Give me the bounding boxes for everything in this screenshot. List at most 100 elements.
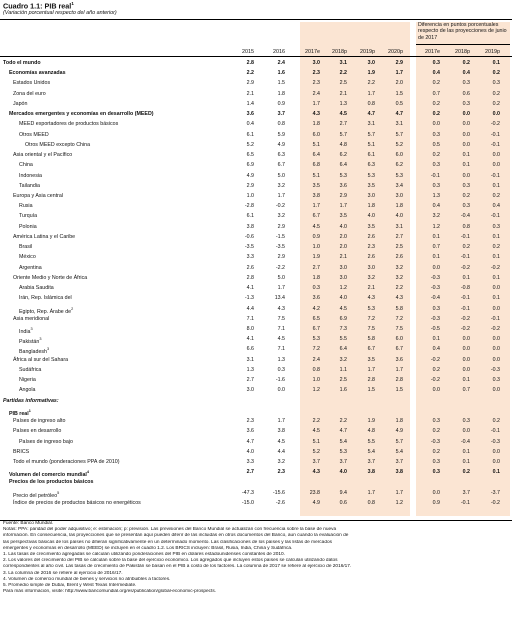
row-label: Rusia [19, 203, 33, 210]
cell-value: 3.5 [367, 356, 375, 363]
cell-value: -0.2 [460, 325, 470, 332]
cell-value: 2.6 [395, 254, 403, 261]
cell-value: 5.5 [339, 336, 347, 343]
cell-value: 3.7 [312, 458, 320, 465]
cell-value: -1.3 [244, 295, 254, 302]
row-label: América Latina y el Caribe [13, 233, 76, 240]
footnote-marker: 5 [57, 490, 60, 495]
cell-value: 3.3 [246, 458, 254, 465]
cell-value: 0.2 [462, 192, 470, 199]
cell-value: 0.1 [492, 469, 500, 476]
row-label: MEED exportadores de productos básicos [19, 121, 119, 128]
cell-value: 4.2 [312, 305, 320, 312]
cell-value: 3.0 [339, 264, 347, 271]
cell-value: 5.1 [312, 141, 320, 148]
cell-value: 0.1 [492, 295, 500, 302]
column-header: 2015 [242, 49, 254, 55]
cell-value: 4.0 [367, 213, 375, 220]
cell-value: 3.0 [339, 274, 347, 281]
column-header: 2019p [360, 49, 375, 55]
cell-value: 0.9 [312, 233, 320, 240]
cell-value: 6.9 [246, 162, 254, 169]
cell-value: 0.9 [277, 100, 285, 107]
cell-value: 2.2 [246, 70, 254, 77]
cell-value: 3.2 [339, 356, 347, 363]
cell-value: 4.3 [312, 111, 320, 118]
cell-value: 4.5 [339, 305, 347, 312]
cell-value: 6.7 [312, 213, 320, 220]
bottom-rule [0, 520, 512, 521]
cell-value: 4.8 [367, 428, 375, 435]
table-row: Arabia Saudita 4.1 1.7 0.3 1.2 2.1 2.2 -0.3 -0.8… [0, 284, 512, 292]
table-subtitle: (Variación porcentual respecto del año a… [3, 10, 117, 16]
cell-value: 3.2 [395, 274, 403, 281]
cell-value: 5.2 [312, 448, 320, 455]
cell-value: 3.6 [246, 428, 254, 435]
row-label: Zona del euro [13, 90, 46, 97]
cell-value: 6.4 [339, 162, 347, 169]
cell-value: 0.2 [432, 100, 440, 107]
cell-value: 2.0 [395, 80, 403, 87]
cell-value: -0.3 [430, 274, 440, 281]
table-row: Economías avanzadas 2.2 1.6 2.3 2.2 1.9 1.7 0.4… [0, 69, 512, 77]
cell-value: 5.1 [367, 141, 375, 148]
row-label: Egipto, Rep. Árabe de2 [19, 306, 74, 315]
cell-value: 3.2 [432, 213, 440, 220]
cell-value: -0.1 [490, 315, 500, 322]
column-header: 2018p [332, 49, 347, 55]
row-label: Índice de precios de productos básicos n… [13, 499, 141, 506]
cell-value: 2.7 [312, 264, 320, 271]
cell-value: 6.6 [246, 346, 254, 353]
cell-value: 0.8 [312, 366, 320, 373]
cell-value: 4.0 [246, 448, 254, 455]
cell-value: 0.0 [492, 305, 500, 312]
row-label: Asia oriental y el Pacífico [13, 152, 73, 159]
cell-value: 0.4 [432, 70, 440, 77]
cell-value: 0.0 [462, 172, 470, 179]
cell-value: 6.4 [339, 346, 347, 353]
table-row: Índice de precios de productos básicos n… [0, 499, 512, 507]
table-notes: Fuente: Banco Mundial. Notas: PPA: parida… [3, 521, 509, 595]
cell-value: 1.6 [277, 70, 285, 77]
cell-value: 4.5 [312, 428, 320, 435]
cell-value: 4.3 [312, 469, 320, 476]
cell-value: 0.3 [432, 458, 440, 465]
table-row: Asia meridional 7.1 7.5 6.5 6.9 7.2 7.2 -0.3 -0.… [0, 315, 512, 323]
table-row: Volumen del comercio mundial4 2.7 2.3 4.3 4.… [0, 468, 512, 478]
cell-value: 1.5 [395, 387, 403, 394]
cell-value: 0.3 [432, 60, 440, 66]
cell-value: -0.1 [490, 131, 500, 138]
cell-value: 1.3 [432, 192, 440, 199]
cell-value: -0.1 [490, 428, 500, 435]
table-row: Europa y Asia central 1.0 1.7 3.8 2.9 3.0 3.0 1… [0, 192, 512, 200]
cell-value: 0.2 [462, 244, 470, 251]
cell-value: 0.2 [492, 244, 500, 251]
row-label: Irán, Rep. Islámica del [19, 295, 72, 302]
cell-value: 5.3 [367, 305, 375, 312]
cell-value: 0.2 [462, 60, 470, 66]
cell-value: 0.0 [462, 121, 470, 128]
table-row: Tailandia 2.9 3.2 3.5 3.6 3.5 3.4 0.3 0.3 0.1 [0, 182, 512, 190]
row-label: México [19, 254, 36, 261]
note-line: las perspectivas básicas de los países n… [3, 539, 332, 545]
cell-value: -2.8 [244, 203, 254, 210]
row-label: Economías avanzadas [9, 70, 66, 77]
cell-value: 5.7 [339, 131, 347, 138]
row-label: Todo el mundo (ponderaciones PPA de 2010… [13, 458, 120, 465]
cell-value: 2.3 [367, 244, 375, 251]
cell-value: 2.0 [339, 244, 347, 251]
footnote-marker: 1 [28, 408, 31, 413]
cell-value: 3.5 [367, 182, 375, 189]
cell-value: 0.1 [462, 448, 470, 455]
cell-value: 7.5 [277, 315, 285, 322]
cell-value: -1.6 [275, 377, 285, 384]
cell-value: 6.0 [312, 131, 320, 138]
cell-value: 2.7 [246, 377, 254, 384]
cell-value: 1.8 [312, 121, 320, 128]
cell-value: 4.3 [277, 305, 285, 312]
year-header-rule [0, 56, 512, 57]
cell-value: 23.8 [309, 489, 320, 496]
column-header: 2020p [388, 49, 403, 55]
cell-value: 4.9 [395, 428, 403, 435]
cell-value: 0.4 [432, 346, 440, 353]
